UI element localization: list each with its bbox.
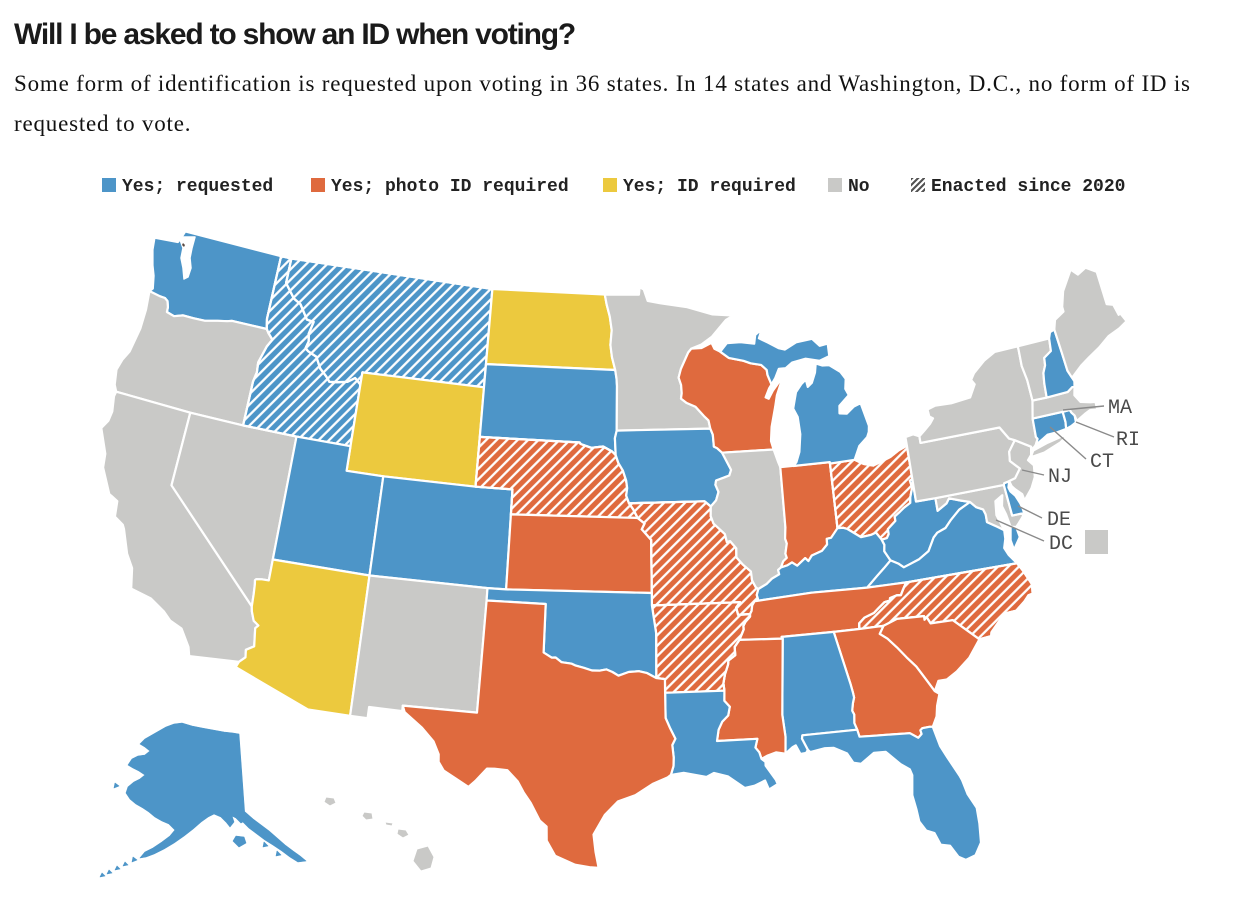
svg-text:RI: RI xyxy=(1116,429,1140,452)
svg-text:NJ: NJ xyxy=(1048,466,1072,489)
svg-text:MA: MA xyxy=(1108,397,1132,420)
svg-text:DE: DE xyxy=(1047,509,1071,532)
svg-text:DC: DC xyxy=(1049,533,1073,556)
svg-text:CT: CT xyxy=(1090,451,1114,474)
